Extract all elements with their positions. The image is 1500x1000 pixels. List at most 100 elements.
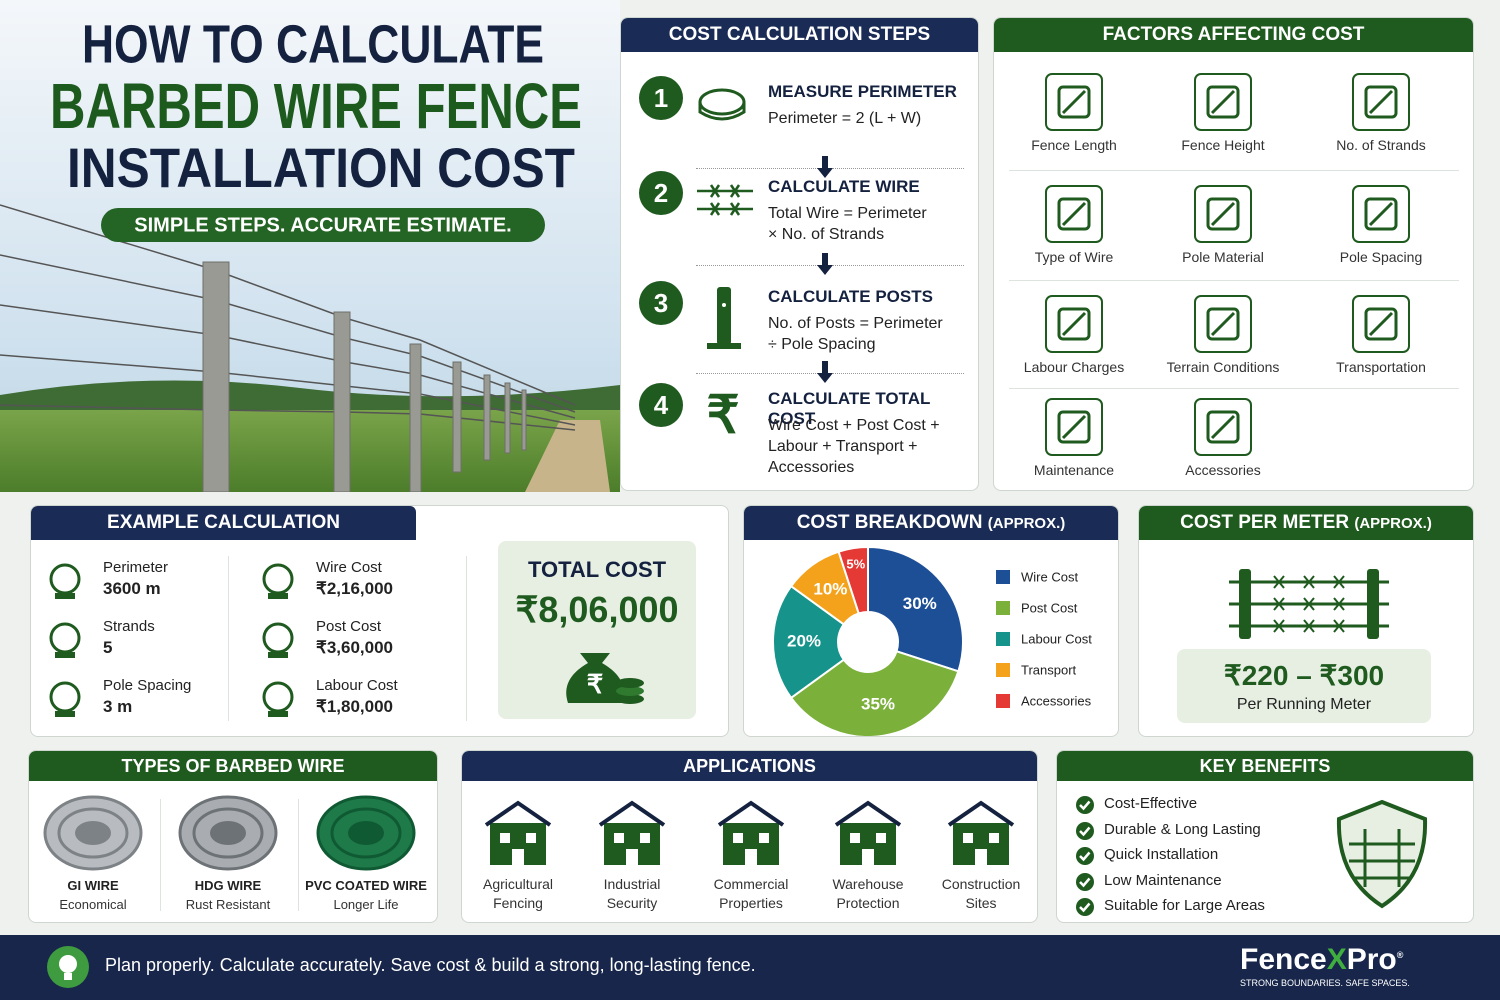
panel-header: FACTORS AFFECTING COST xyxy=(994,18,1473,52)
example-value: 5 xyxy=(103,638,113,657)
divider xyxy=(1009,280,1459,281)
wire-coil xyxy=(316,795,416,871)
example-value: ₹1,80,000 xyxy=(316,697,393,716)
pie-chart: 30% Wire Cost 35% Post Cost 20% Labour Cost 10… xyxy=(772,545,1092,736)
pie-slice xyxy=(867,545,964,673)
factor-label: Fence Length xyxy=(1031,137,1117,153)
application-icon xyxy=(834,800,902,865)
panel-header: COST PER METER (APPROX.) xyxy=(1139,506,1473,540)
factor-icon xyxy=(1352,295,1410,353)
example-value: ₹2,16,000 xyxy=(316,579,393,598)
title-line: INSTALLATION COST xyxy=(67,136,575,199)
example-label: Perimeter xyxy=(103,559,169,576)
example-label: Strands xyxy=(103,618,155,635)
application-icon xyxy=(947,800,1015,865)
legend-swatch xyxy=(996,663,1010,677)
step-icon: ₹ xyxy=(706,387,739,445)
wire-note: Economical xyxy=(59,897,127,912)
factor-icon xyxy=(1194,398,1252,456)
wire-note: Rust Resistant xyxy=(185,897,271,912)
legend-swatch xyxy=(996,570,1010,584)
application-label: Fencing xyxy=(493,895,543,911)
legend-label: Transport xyxy=(1021,662,1077,677)
wire-coil xyxy=(178,795,278,871)
example-value: 3 m xyxy=(103,697,133,716)
divider xyxy=(1009,170,1459,171)
legend-label: Accessories xyxy=(1021,693,1092,708)
benefit: Low Maintenance xyxy=(1104,871,1222,889)
factor-label: Terrain Conditions xyxy=(1166,359,1280,375)
price-range: ₹220 – ₹300 xyxy=(1223,660,1385,691)
factor-icon xyxy=(1045,73,1103,131)
example-label: Wire Cost xyxy=(316,559,382,576)
divider xyxy=(1009,388,1459,389)
example-value: ₹3,60,000 xyxy=(316,638,393,657)
factor-icon xyxy=(1352,185,1410,243)
example-icon xyxy=(262,681,294,717)
divider xyxy=(466,556,467,721)
step-number: 4 xyxy=(639,383,683,427)
panel-header: APPLICATIONS xyxy=(462,751,1037,781)
application-label: Agricultural xyxy=(482,876,554,892)
application-label: Industrial xyxy=(603,876,661,892)
range-box: ₹220 – ₹300 Per Running Meter xyxy=(1177,649,1431,723)
tagline: SIMPLE STEPS. ACCURATE ESTIMATE. xyxy=(134,214,511,236)
step-heading: CALCULATE WIRE xyxy=(768,177,920,196)
divider xyxy=(228,556,229,721)
factor-icon xyxy=(1352,73,1410,131)
footer: Plan properly. Calculate accurately. Sav… xyxy=(0,935,1500,1000)
step-heading: CALCULATE TOTAL COST xyxy=(768,389,931,428)
slice-label: 5% xyxy=(846,556,865,571)
down-arrow xyxy=(817,253,833,275)
field xyxy=(0,410,620,492)
wire-name: HDG WIRE xyxy=(194,878,262,893)
benefit: Cost-Effective xyxy=(1104,795,1198,812)
slice-label: 20% xyxy=(787,631,821,650)
step-text: × No. of Strands xyxy=(768,226,885,243)
money-bag-icon: ₹ xyxy=(566,653,644,704)
step-text: ÷ Pole Spacing xyxy=(768,336,876,353)
brand-part: Fence xyxy=(1240,943,1327,976)
benefit: Suitable for Large Areas xyxy=(1104,897,1265,915)
check-icon xyxy=(1076,898,1094,917)
step-heading: MEASURE PERIMETER xyxy=(768,82,957,101)
step-text: Accessories xyxy=(768,459,855,476)
bulb-icon xyxy=(47,946,89,988)
step-icon xyxy=(698,88,746,121)
factor-label: No. of Strands xyxy=(1336,137,1426,153)
benefits-panel: KEY BENEFITS Cost-Effective Durable & Lon… xyxy=(1056,750,1474,923)
example-icon xyxy=(49,681,81,717)
factors-panel: FACTORS AFFECTING COST Fence Length Fence… xyxy=(993,17,1474,491)
down-arrow xyxy=(817,361,833,383)
check-icon xyxy=(1076,872,1094,891)
application-icon xyxy=(598,800,666,865)
total-box: TOTAL COST ₹8,06,000 ₹ xyxy=(498,541,696,719)
hero: HOW TO CALCULATE BARBED WIRE FENCE INSTA… xyxy=(0,0,620,492)
pie-slice xyxy=(789,650,960,736)
step-number: 1 xyxy=(639,76,683,120)
legend-label: Labour Cost xyxy=(1021,631,1092,646)
pie-slice xyxy=(837,545,869,615)
legend-label: Wire Cost xyxy=(1021,569,1078,584)
brand-part: Pro xyxy=(1346,943,1397,976)
brand-mark: ® xyxy=(1396,950,1404,960)
divider xyxy=(298,799,299,911)
factor-label: Pole Material xyxy=(1182,249,1264,265)
panel-header: TYPES OF BARBED WIRE xyxy=(29,751,437,781)
factor-icon xyxy=(1194,185,1252,243)
factor-label: Pole Spacing xyxy=(1339,249,1423,265)
price-unit: Per Running Meter xyxy=(1236,696,1372,713)
factor-icon xyxy=(1045,295,1103,353)
step-text: Perimeter = 2 (L + W) xyxy=(768,110,922,127)
application-label: Warehouse xyxy=(832,876,904,892)
brand-x: X xyxy=(1326,943,1347,976)
slice-label: 35% xyxy=(861,695,895,714)
pie-slice xyxy=(772,584,846,700)
factor-label: Transportation xyxy=(1336,359,1426,375)
wire-name: GI WIRE xyxy=(67,878,119,893)
panel-header: COST BREAKDOWN (APPROX.) xyxy=(744,506,1118,540)
step-icon xyxy=(697,184,753,216)
footer-message: Plan properly. Calculate accurately. Sav… xyxy=(105,955,756,975)
benefit: Quick Installation xyxy=(1104,846,1219,864)
